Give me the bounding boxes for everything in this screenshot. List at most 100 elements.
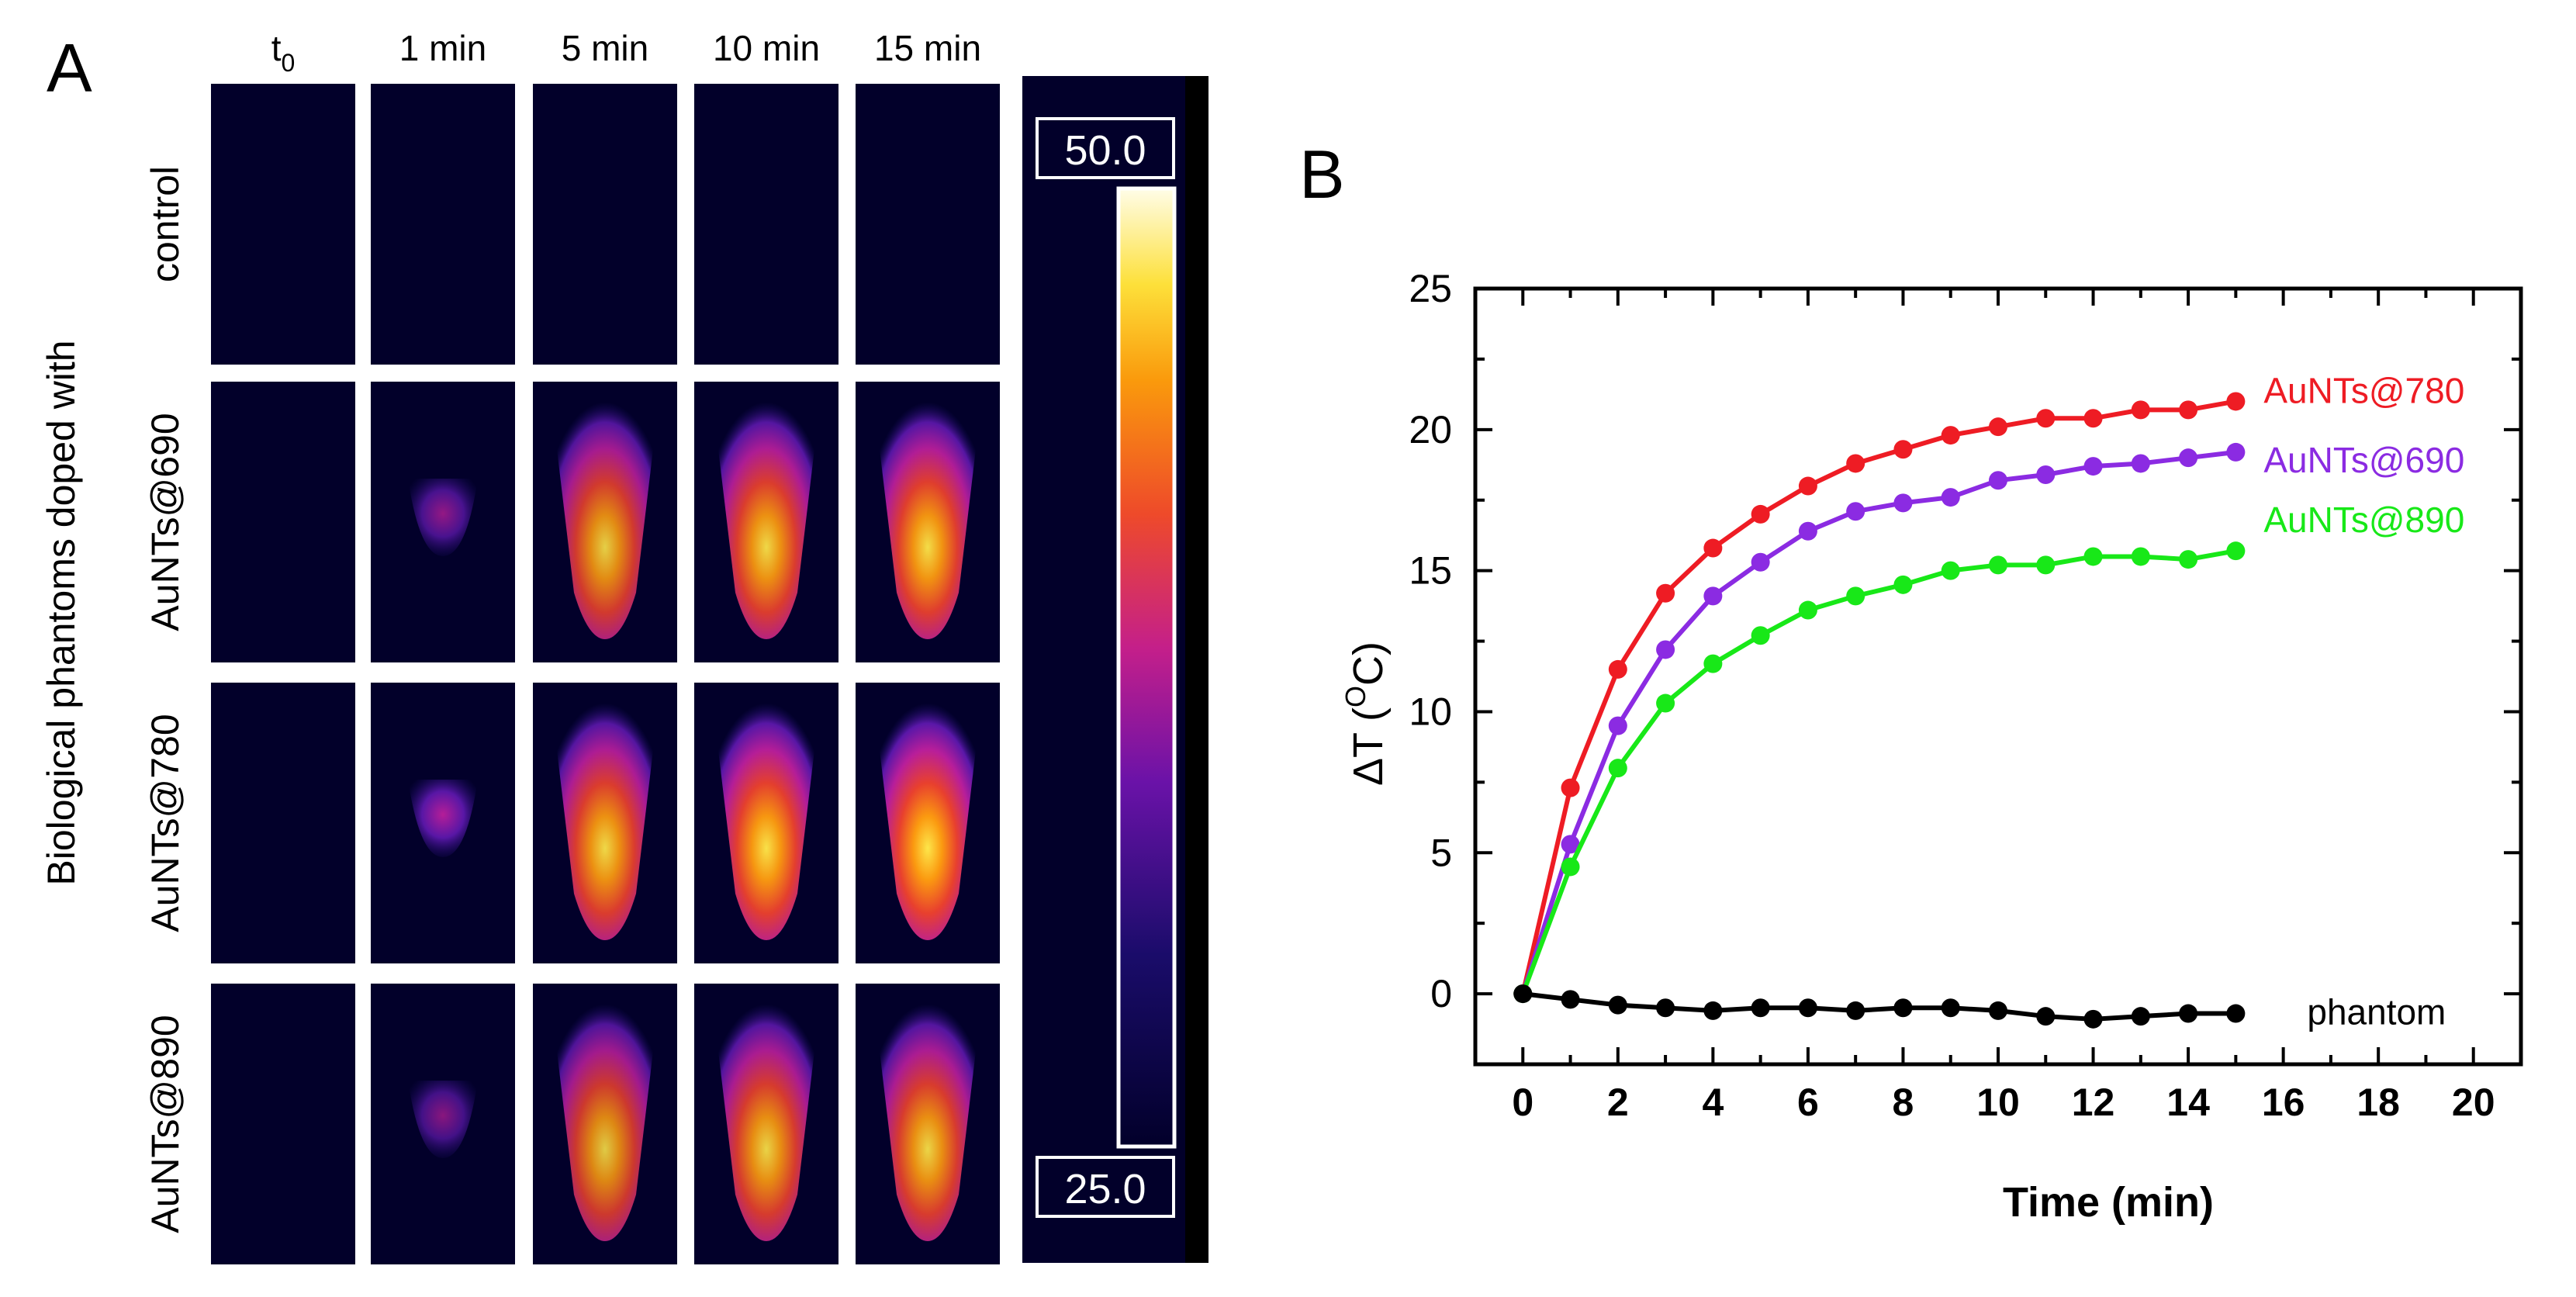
data-point <box>2131 1007 2150 1026</box>
row-label: AuNTs@690 <box>143 413 187 631</box>
row-label: AuNTs@890 <box>143 1015 187 1233</box>
data-point <box>2131 547 2150 566</box>
data-point <box>2036 465 2056 484</box>
data-point <box>2131 400 2150 420</box>
data-point <box>1893 998 1913 1018</box>
plot-series: AuNTs@780 AuNTs@690 AuNTs@890 phantom <box>1513 370 2464 1032</box>
data-point <box>1656 693 1675 713</box>
data-point <box>1656 583 1675 603</box>
panel-a: A Biological phantoms doped with t0 1 min… <box>40 28 1208 1264</box>
y-axis-title-prefix: ΔT ( <box>1345 707 1392 786</box>
thermal-cell <box>694 984 838 1264</box>
thermal-cell <box>533 683 677 963</box>
side-label: Biological phantoms doped with <box>40 340 83 885</box>
x-tick-label: 20 <box>2452 1081 2495 1124</box>
x-tick-label: 0 <box>1512 1081 1533 1124</box>
data-point <box>1846 502 1865 521</box>
series-line <box>1522 991 2236 1022</box>
thermal-cell <box>371 984 515 1264</box>
thermal-cell <box>533 84 677 365</box>
heat-blob <box>873 999 982 1241</box>
scale-max-label: 50.0 <box>1064 127 1146 174</box>
thermal-cell <box>371 683 515 963</box>
data-point <box>1751 552 1770 572</box>
series-phantom: phantom <box>1513 984 2446 1032</box>
y-tick-label: 25 <box>1409 267 1452 310</box>
heat-blob <box>551 397 659 639</box>
data-point <box>2083 409 2103 428</box>
thermal-cell-background <box>371 84 515 365</box>
data-point <box>1608 716 1627 735</box>
thermal-cell <box>533 382 677 662</box>
thermal-cell <box>211 382 355 662</box>
data-point <box>2179 400 2198 420</box>
x-tick-label: 2 <box>1607 1081 1629 1124</box>
heat-blob <box>408 780 478 857</box>
data-point <box>2083 547 2103 566</box>
series-label: AuNTs@890 <box>2263 500 2464 540</box>
color-scale: 50.0 25.0 <box>1022 76 1208 1263</box>
column-header: 5 min <box>562 28 648 68</box>
x-axis-title: Time (min) <box>2003 1179 2214 1226</box>
data-point <box>2036 555 2056 575</box>
row-label: AuNTs@780 <box>143 714 187 932</box>
data-point <box>1561 857 1580 877</box>
heat-blob <box>873 698 982 940</box>
data-point <box>1989 1001 2007 1020</box>
thermal-cell <box>371 84 515 365</box>
y-tick-label: 10 <box>1409 690 1452 733</box>
data-point <box>1751 626 1770 645</box>
heat-blob <box>873 397 982 639</box>
column-header-text: t <box>271 28 282 68</box>
data-point <box>2036 409 2056 428</box>
column-header-text: 15 min <box>874 28 981 68</box>
data-point <box>2083 457 2103 476</box>
data-point <box>1703 538 1723 558</box>
heat-blob <box>551 698 659 940</box>
heat-blob <box>408 1081 478 1158</box>
data-point <box>1703 586 1723 606</box>
series-label: AuNTs@780 <box>2263 370 2464 410</box>
y-tick-label: 0 <box>1430 972 1452 1015</box>
data-point <box>2226 442 2246 462</box>
series-line <box>1520 449 2236 994</box>
x-tick-label: 6 <box>1797 1081 1819 1124</box>
column-headers: t0 1 min 5 min 10 min 15 min <box>271 28 981 77</box>
thermal-cell <box>694 683 838 963</box>
column-header: t0 <box>271 28 296 77</box>
y-axis-title: ΔT (OC) <box>1340 642 1392 786</box>
data-point <box>1989 417 2007 437</box>
thermal-cell <box>856 984 1000 1264</box>
heat-blob <box>712 999 821 1241</box>
data-point <box>1751 504 1770 524</box>
series-aunts-780: AuNTs@780 <box>1513 370 2464 1004</box>
data-point <box>1561 990 1580 1009</box>
data-point <box>2083 1009 2103 1029</box>
column-header: 15 min <box>874 28 981 68</box>
data-point <box>1846 586 1865 606</box>
heat-blob <box>712 698 821 940</box>
heat-blob <box>408 479 478 556</box>
column-header-text: 1 min <box>399 28 486 68</box>
thermal-cell <box>211 84 355 365</box>
thermal-cell-background <box>856 84 1000 365</box>
thermal-cell <box>533 984 677 1264</box>
series-label: AuNTs@690 <box>2263 440 2464 480</box>
thermal-cell <box>211 984 355 1264</box>
scale-min-box <box>1036 1156 1175 1218</box>
data-point <box>1989 471 2007 490</box>
x-tick-label: 18 <box>2356 1081 2400 1124</box>
column-header-text: 10 min <box>713 28 820 68</box>
y-tick-label: 15 <box>1409 549 1452 593</box>
data-point <box>1608 759 1627 778</box>
scale-max-box <box>1036 117 1175 179</box>
data-point <box>1846 454 1865 473</box>
data-point <box>1608 995 1627 1015</box>
data-point <box>1893 493 1913 513</box>
x-tick-label: 4 <box>1702 1081 1724 1124</box>
series-line <box>1520 548 2236 995</box>
data-point <box>1893 440 1913 459</box>
y-axis-title-sup: O <box>1340 686 1371 707</box>
data-point <box>1703 654 1723 673</box>
